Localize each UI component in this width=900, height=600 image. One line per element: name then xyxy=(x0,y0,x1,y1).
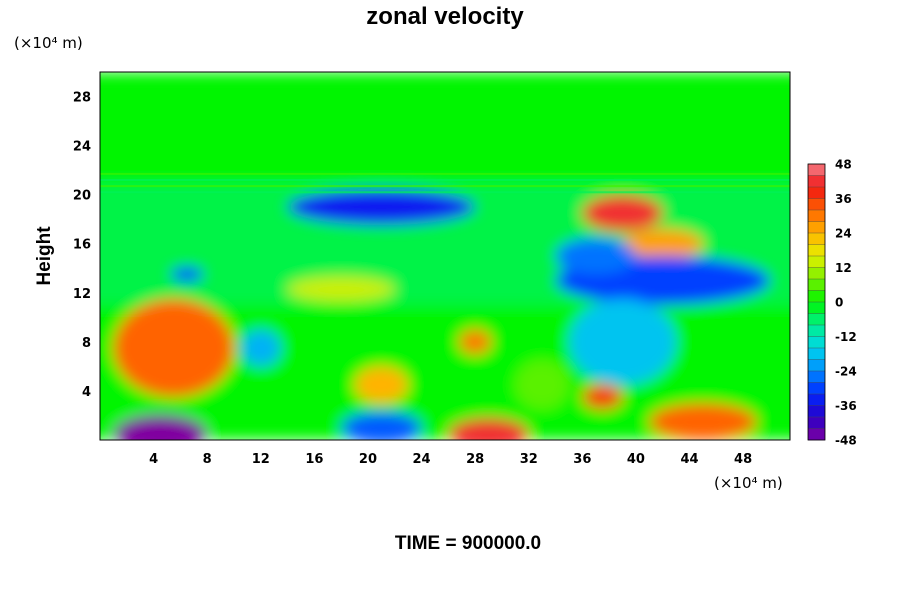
field-blob-9 xyxy=(649,403,757,440)
colorbar-frame xyxy=(807,163,826,441)
y-tick-label: 20 xyxy=(73,189,91,204)
field-blob-19 xyxy=(555,237,636,275)
y-axis-label: Height xyxy=(34,226,55,286)
x-tick-label: 36 xyxy=(573,452,591,467)
field-blob-10 xyxy=(354,366,409,404)
plot-area xyxy=(100,72,790,440)
velocity-field xyxy=(100,72,790,440)
colorbar-label: -36 xyxy=(835,399,857,413)
colorbar-labels: 48 36 24 12 0 -12 -24 -36 -48 xyxy=(835,158,857,448)
colorbar-segment xyxy=(808,244,825,257)
y-tick-label: 12 xyxy=(73,287,91,302)
colorbar-segment xyxy=(808,348,825,360)
colorbar xyxy=(807,163,826,441)
y-tick-label: 4 xyxy=(82,385,91,400)
x-tick-label: 48 xyxy=(734,452,752,467)
colorbar-segment xyxy=(808,290,825,303)
y-axis-unit: (×10⁴ m) xyxy=(14,34,83,52)
colorbar-segment xyxy=(808,405,825,418)
colorbar-segment xyxy=(808,428,825,441)
colorbar-segment xyxy=(808,210,825,222)
plot-frame xyxy=(99,71,791,441)
field-blob-8 xyxy=(448,417,529,440)
time-label: TIME = 900000.0 xyxy=(395,533,541,554)
field-blob-4 xyxy=(287,188,476,226)
colorbar-label: -48 xyxy=(835,434,857,448)
colorbar-segment xyxy=(808,221,825,234)
colorbar-segment xyxy=(808,382,825,395)
colorbar-segment xyxy=(808,336,825,349)
x-tick-label: 12 xyxy=(252,452,270,467)
colorbar-segment xyxy=(808,417,825,429)
field-blob-14 xyxy=(582,384,623,410)
x-tick-label: 20 xyxy=(359,452,377,467)
colorbar-segment xyxy=(808,187,825,199)
colorbar-segment xyxy=(808,175,825,188)
colorbar-segment xyxy=(808,313,825,326)
field-blob-12 xyxy=(568,298,677,385)
field-blob-13 xyxy=(459,329,492,355)
colorbar-segment xyxy=(808,359,825,372)
tropopause-stripes xyxy=(100,172,790,194)
x-tick-label: 44 xyxy=(680,452,698,467)
field-blob-16 xyxy=(287,276,395,302)
colorbar-segment xyxy=(808,267,825,280)
colorbar-segment xyxy=(808,302,825,314)
colorbar-label: -12 xyxy=(835,330,857,344)
colorbar-label: 48 xyxy=(835,158,852,172)
colorbar-label: 36 xyxy=(835,192,852,206)
colorbar-segment xyxy=(808,256,825,268)
y-tick-label: 28 xyxy=(73,91,91,106)
x-tick-label: 8 xyxy=(203,452,212,467)
field-blob-17 xyxy=(515,360,569,410)
field-blob-2 xyxy=(113,298,234,398)
field-blob-5 xyxy=(582,194,663,232)
y-tick-labels: 4 8 12 16 20 24 28 xyxy=(73,91,91,400)
colorbar-segment xyxy=(808,198,825,211)
colorbar-segment xyxy=(808,279,825,291)
colorbar-label: 24 xyxy=(835,227,852,241)
y-tick-label: 16 xyxy=(73,238,91,253)
colorbar-segment xyxy=(808,371,825,383)
field-blob-3 xyxy=(113,414,208,440)
field-blob-6 xyxy=(622,229,703,259)
colorbar-label: 0 xyxy=(835,296,843,310)
field-blob-11 xyxy=(341,411,422,440)
x-tick-label: 28 xyxy=(466,452,484,467)
chart-title: zonal velocity xyxy=(366,3,524,30)
colorbar-segment xyxy=(808,233,825,245)
x-axis-unit: (×10⁴ m) xyxy=(714,474,783,492)
colorbar-segment xyxy=(808,164,825,176)
colorbar-label: -24 xyxy=(835,365,857,379)
colorbar-segment xyxy=(808,394,825,406)
y-tick-label: 24 xyxy=(73,140,91,155)
x-tick-labels: 4 8 12 16 20 24 28 32 36 40 44 48 xyxy=(149,452,752,467)
x-tick-label: 40 xyxy=(627,452,645,467)
x-tick-label: 32 xyxy=(520,452,538,467)
x-tick-label: 24 xyxy=(413,452,431,467)
field-blob-18 xyxy=(171,267,204,282)
x-tick-label: 4 xyxy=(149,452,158,467)
field-blob-15 xyxy=(240,329,281,367)
colorbar-segment xyxy=(808,325,825,337)
colorbar-label: 12 xyxy=(835,261,852,275)
x-tick-label: 16 xyxy=(305,452,323,467)
y-tick-label: 8 xyxy=(82,336,91,351)
